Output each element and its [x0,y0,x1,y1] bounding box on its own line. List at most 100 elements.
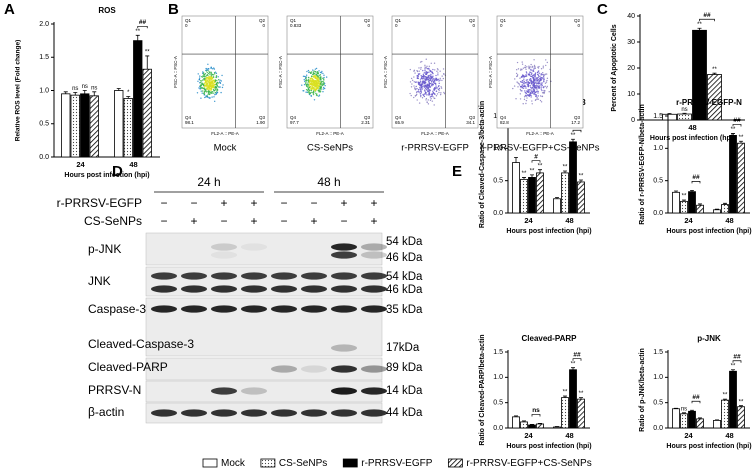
molecular-weight: 17kDa [386,342,420,354]
significance-label: ** [135,29,140,35]
event-dot [305,84,308,87]
event-dot [543,92,545,95]
event-dot [202,72,204,75]
y-tick-label: 0.5 [39,121,49,128]
event-dot [307,85,309,87]
event-dot [208,81,210,83]
blot-band [271,285,297,293]
event-dot [512,87,514,90]
event-dot [537,76,539,79]
event-dot [425,88,428,91]
significance-label: ** [712,67,717,73]
treatment-sign: + [370,196,377,210]
event-dot [214,71,217,73]
event-dot [205,95,207,97]
bar [123,98,133,158]
event-dot [521,63,524,65]
event-dot [210,75,213,77]
event-dot [312,91,314,94]
event-dot [323,79,325,81]
bar [536,172,544,214]
event-dot [201,87,204,89]
y-axis-label: FSC-A :: FSC-A [173,56,178,88]
event-dot [310,79,312,81]
event-dot [429,85,431,88]
event-dot [540,74,542,76]
event-dot [539,95,542,97]
event-dot [519,93,522,95]
event-dot [210,89,212,92]
event-dot [519,81,522,83]
molecular-weight: 54 kDa [386,236,423,248]
event-dot [529,66,531,68]
event-dot [428,71,430,73]
event-dot [219,79,221,81]
event-dot [523,78,525,80]
event-dot [419,83,421,85]
event-dot [213,90,215,92]
plot-label: Mock [214,143,237,154]
event-dot [543,81,545,83]
event-dot [424,68,426,70]
quadrant-value: 1.90 [256,120,265,125]
event-dot [546,77,549,80]
event-dot [318,94,321,96]
bar [688,191,696,214]
event-dot [216,90,218,92]
x-tick-label: 24 [684,431,693,440]
event-dot [206,95,209,97]
bar [553,198,561,214]
y-axis-label: Relative ROS level (Fold change) [15,40,22,142]
error-bar [667,113,672,115]
event-dot [205,75,207,78]
event-dot [318,81,321,83]
event-dot [200,84,203,87]
error-bar [73,92,78,96]
significance-label: ** [723,393,728,399]
event-dot [208,71,211,74]
event-dot [426,86,429,89]
significance-label: ns [681,107,687,113]
panel-label: C [597,1,608,18]
blot-band [331,409,357,417]
event-dot [525,99,528,102]
event-dot [539,86,541,89]
legend-label: r-PRRSV-EGFP [361,458,432,468]
plot-label: r-PRRSV-EGFP [401,143,469,154]
event-dot [541,76,543,79]
event-dot [531,82,533,84]
blot-label: Cleaved-Caspase-3 [88,337,194,351]
event-dot [419,93,422,95]
event-dot [533,76,535,78]
blot-band [211,387,237,395]
event-dot [211,81,214,83]
bar [520,421,528,429]
event-dot [432,83,434,86]
event-dot [533,68,535,70]
event-dot [430,93,433,95]
event-dot [533,74,535,76]
event-dot [544,82,547,84]
event-dot [439,79,441,81]
event-dot [430,95,432,98]
event-dot [537,95,539,97]
event-dot [429,89,431,92]
event-dot [429,77,431,79]
event-dot [428,69,431,71]
event-dot [440,87,443,89]
bar [133,40,143,158]
legend-swatch [342,458,358,468]
error-bar [690,409,694,412]
error-bar [697,27,702,31]
event-dot [310,95,312,97]
y-axis-label: Percent of Apoptotic Cells [611,24,618,111]
event-dot [532,69,534,71]
event-dot [410,77,413,80]
event-dot [214,100,216,103]
event-dot [434,80,436,82]
event-dot [539,79,542,81]
error-bar [698,203,702,206]
event-dot [213,96,215,98]
event-dot [320,85,322,87]
event-dot [441,79,443,82]
